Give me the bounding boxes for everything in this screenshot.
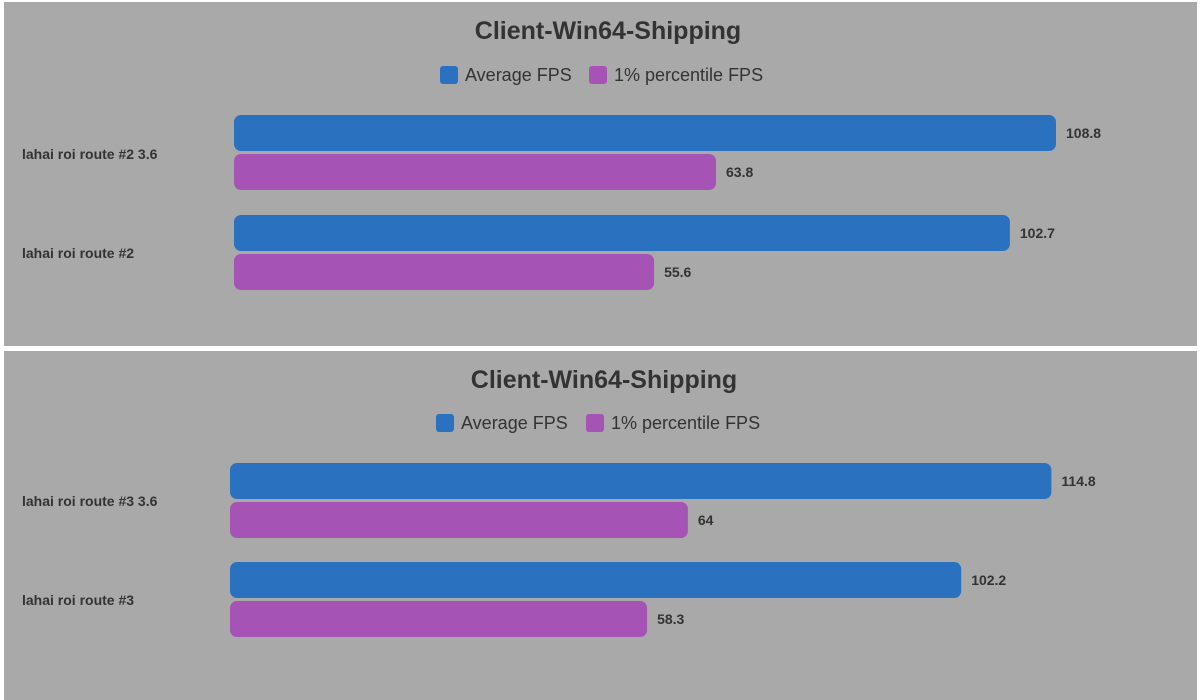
data-label-1pct-fps-0: 64	[698, 512, 714, 528]
legend-label-average-fps[interactable]: Average FPS	[461, 413, 568, 433]
chart-panel-bottom: Client-Win64-Shipping Average FPS 1% per…	[4, 351, 1197, 700]
bar-1pct-fps-0[interactable]	[230, 502, 688, 538]
chart-title: Client-Win64-Shipping	[471, 366, 737, 394]
data-label-average-fps-1: 102.2	[971, 572, 1006, 588]
data-label-1pct-fps-0: 63.8	[726, 164, 753, 180]
bar-1pct-fps-1[interactable]	[230, 601, 648, 637]
legend-swatch-average-fps[interactable]	[436, 414, 454, 432]
bar-1pct-fps-0[interactable]	[234, 154, 716, 190]
data-label-1pct-fps-1: 55.6	[664, 264, 691, 280]
chart-top-svg: Client-Win64-Shipping Average FPS 1% per…	[22, 17, 1101, 290]
data-label-average-fps-0: 114.8	[1061, 473, 1095, 489]
legend-swatch-1pct-fps[interactable]	[589, 66, 607, 84]
chart-panel-top: Client-Win64-Shipping Average FPS 1% per…	[4, 2, 1197, 346]
bar-average-fps-1[interactable]	[234, 215, 1010, 251]
category-label-1: lahai roi route #3	[22, 592, 134, 608]
chart-bottom-svg: Client-Win64-Shipping Average FPS 1% per…	[22, 366, 1096, 637]
bar-average-fps-0[interactable]	[234, 115, 1056, 151]
legend-swatch-average-fps[interactable]	[440, 66, 458, 84]
bar-average-fps-0[interactable]	[230, 463, 1052, 499]
data-label-1pct-fps-1: 58.3	[657, 611, 684, 627]
data-label-average-fps-1: 102.7	[1020, 225, 1055, 241]
category-label-0: lahai roi route #3 3.6	[22, 493, 158, 509]
data-label-average-fps-0: 108.8	[1066, 125, 1101, 141]
bar-1pct-fps-1[interactable]	[234, 254, 655, 290]
legend-label-average-fps[interactable]: Average FPS	[465, 65, 572, 85]
bar-average-fps-1[interactable]	[230, 562, 962, 598]
legend-swatch-1pct-fps[interactable]	[586, 414, 604, 432]
chart-title: Client-Win64-Shipping	[475, 17, 741, 45]
legend-label-1pct-fps[interactable]: 1% percentile FPS	[614, 65, 763, 85]
category-label-1: lahai roi route #2	[22, 245, 134, 261]
legend-label-1pct-fps[interactable]: 1% percentile FPS	[611, 413, 760, 433]
category-label-0: lahai roi route #2 3.6	[22, 146, 158, 162]
